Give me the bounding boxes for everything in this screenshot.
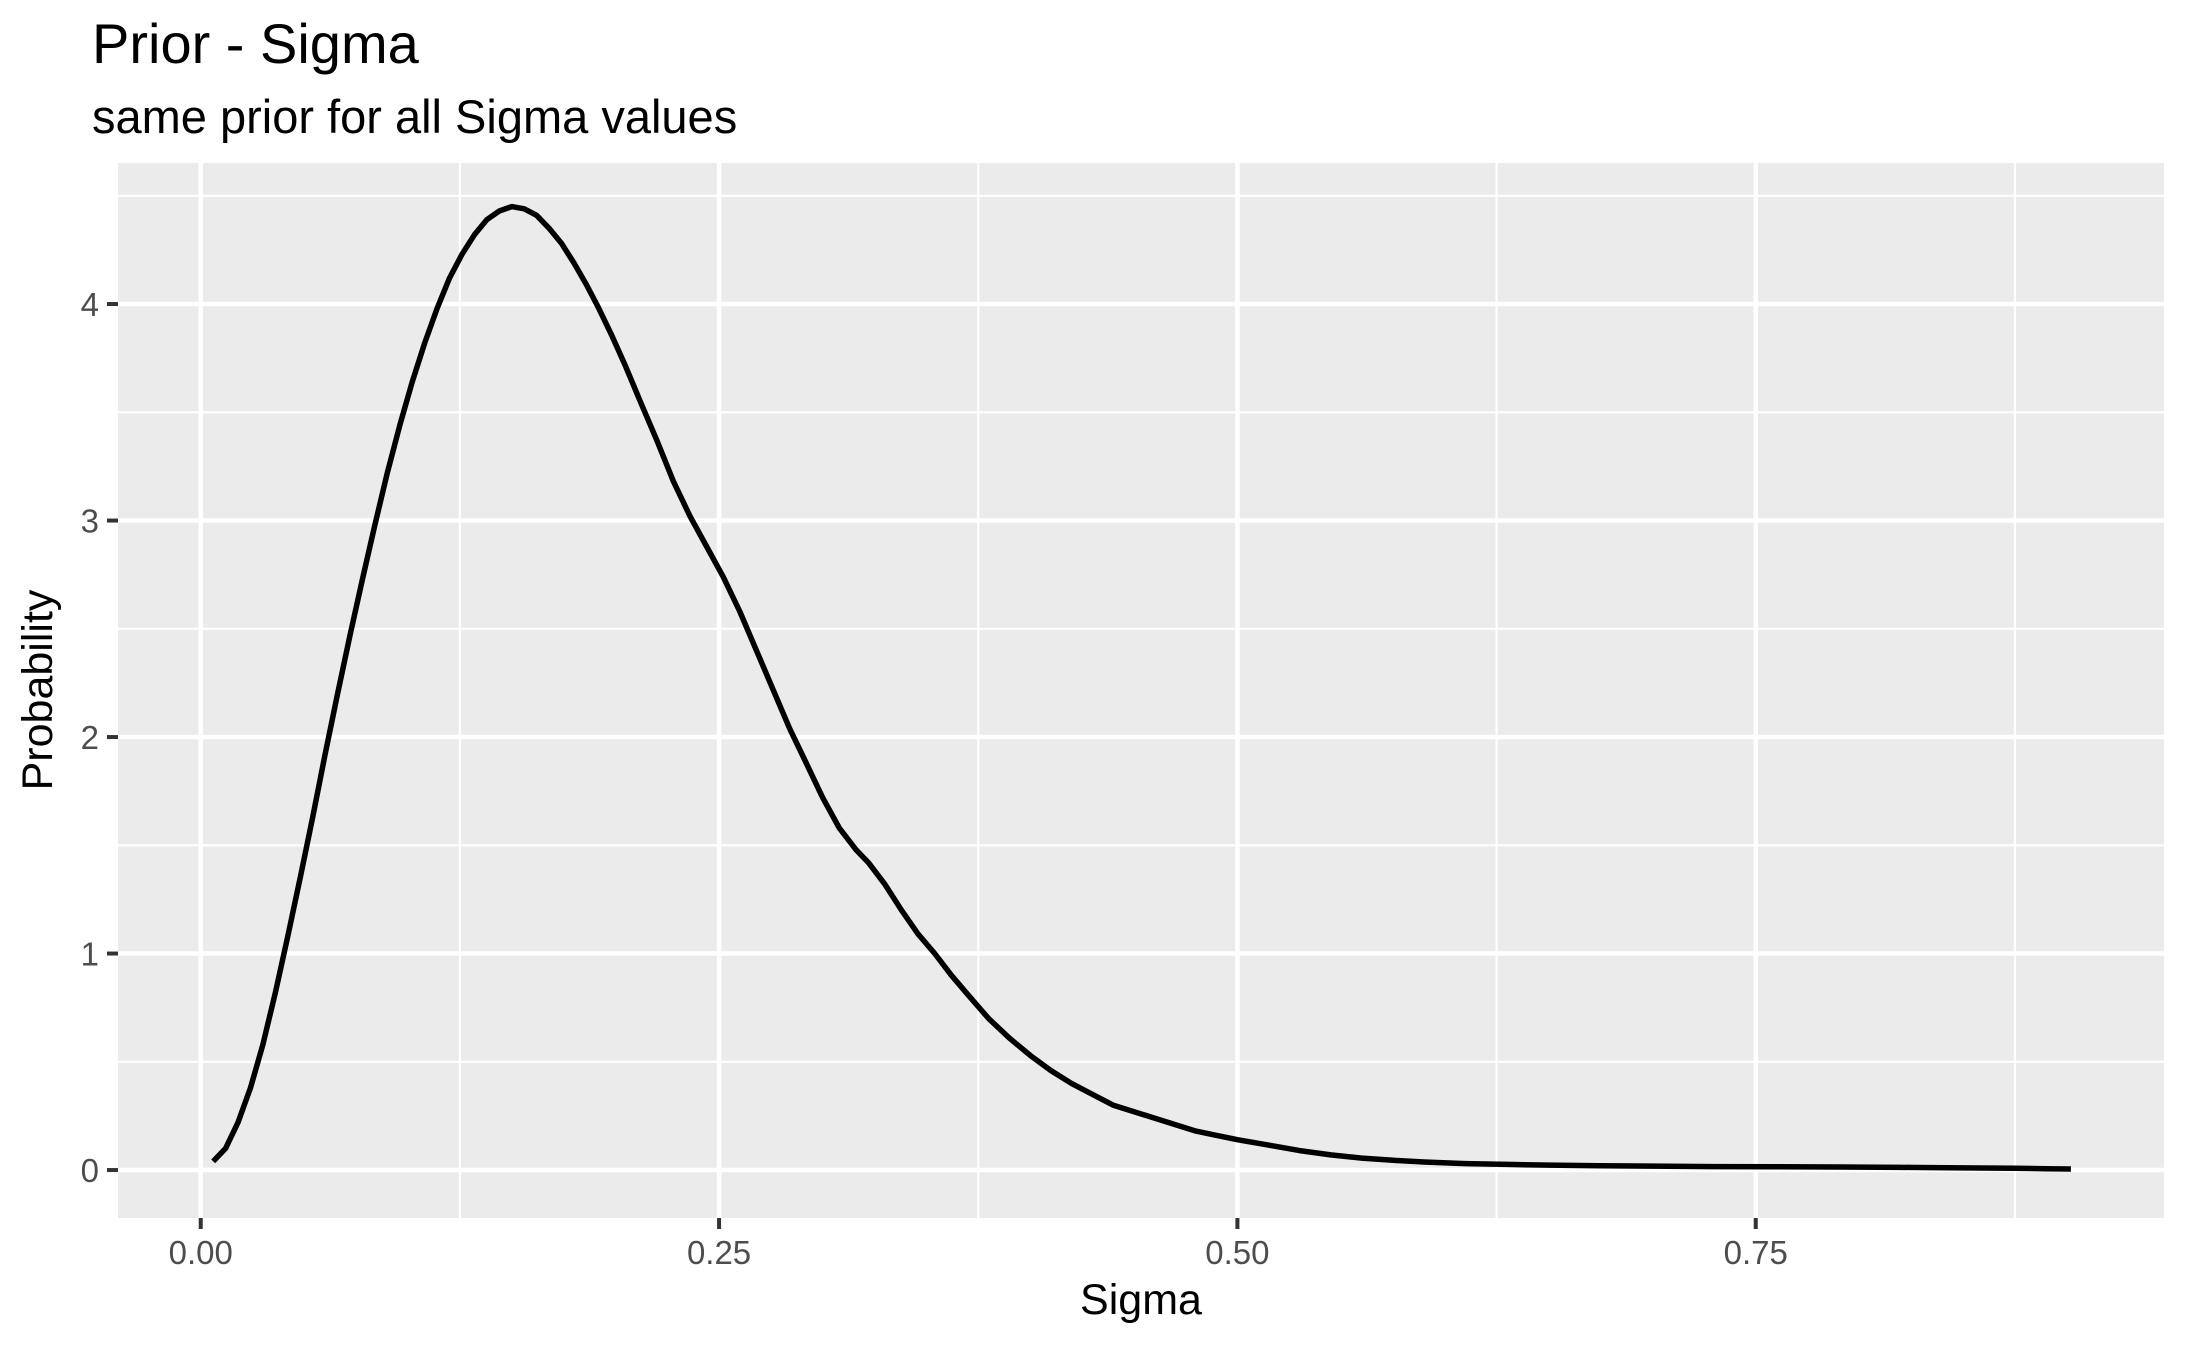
axis-tick-marks (107, 302, 1758, 1229)
x-tick-label: 0.75 (1724, 1234, 1788, 1271)
grid-major-lines (118, 163, 2164, 1218)
y-tick-label: 1 (81, 936, 99, 973)
y-tick-label: 0 (81, 1152, 99, 1189)
density-curve (211, 203, 2071, 1172)
y-axis-title: Probability (14, 589, 62, 790)
panel-background (118, 163, 2164, 1218)
y-axis-tick-labels: 0 1 2 3 4 (81, 286, 99, 1189)
y-tick-label: 4 (81, 286, 99, 323)
x-axis-title: Sigma (1080, 1276, 1202, 1324)
plot-title: Prior - Sigma (92, 12, 420, 75)
x-axis-tick-labels: 0.00 0.25 0.50 0.75 (169, 1234, 1788, 1271)
x-tick-label: 0.50 (1205, 1234, 1269, 1271)
grid-minor-lines (118, 163, 2164, 1218)
plot-subtitle: same prior for all Sigma values (92, 90, 737, 143)
y-tick-label: 2 (81, 719, 99, 756)
y-tick-label: 3 (81, 503, 99, 540)
x-tick-label: 0.25 (687, 1234, 751, 1271)
x-tick-label: 0.00 (169, 1234, 233, 1271)
